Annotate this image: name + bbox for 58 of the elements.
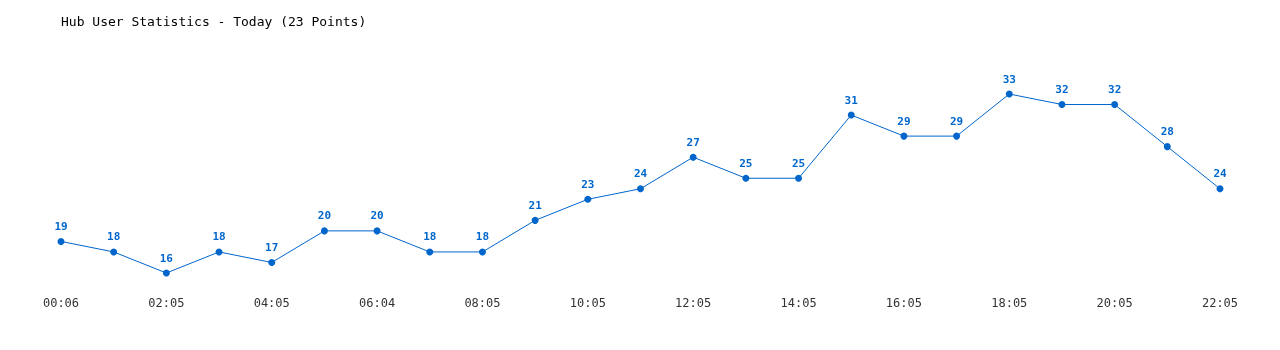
x-tick-label: 12:05 <box>675 296 712 310</box>
data-label: 18 <box>212 230 226 244</box>
x-tick-label: 08:05 <box>464 296 501 310</box>
point <box>1216 185 1224 193</box>
x-tick-label: 02:05 <box>148 296 185 310</box>
x-tick-label: 16:05 <box>885 296 922 310</box>
x-tick-label: 18:05 <box>991 296 1028 310</box>
data-label: 17 <box>265 240 279 254</box>
data-label: 16 <box>159 251 174 265</box>
point <box>1005 90 1013 98</box>
point <box>320 227 328 235</box>
data-label: 31 <box>844 93 859 107</box>
point <box>373 227 381 235</box>
point <box>531 216 539 224</box>
x-tick-label: 14:05 <box>780 296 817 310</box>
data-label: 29 <box>949 114 964 128</box>
point <box>426 248 434 256</box>
data-label: 24 <box>1213 167 1227 181</box>
point <box>847 111 855 119</box>
data-label: 32 <box>1055 83 1069 97</box>
x-tick-label: 22:05 <box>1201 296 1239 310</box>
data-label: 18 <box>475 230 490 244</box>
data-label: 27 <box>686 135 700 149</box>
point <box>637 185 644 193</box>
point <box>742 174 750 182</box>
data-label: 29 <box>897 114 911 128</box>
point <box>268 258 276 266</box>
point <box>1163 143 1171 151</box>
point <box>1111 101 1119 109</box>
point <box>478 248 486 256</box>
x-tick-label: 06:04 <box>359 296 396 310</box>
point <box>795 174 803 182</box>
data-label: 23 <box>581 177 595 191</box>
data-label: 32 <box>1108 83 1122 97</box>
point <box>110 248 118 256</box>
x-tick-label: 10:05 <box>569 296 606 310</box>
point <box>689 153 697 161</box>
data-label: 25 <box>791 156 806 170</box>
data-label: 18 <box>107 230 121 244</box>
chart-title: Hub User Statistics - Today (23 Points) <box>61 14 367 29</box>
point <box>57 237 65 245</box>
data-label: 21 <box>528 198 543 212</box>
point <box>162 269 170 277</box>
data-label: 25 <box>739 156 753 170</box>
x-tick-label: 04:05 <box>253 296 290 310</box>
point <box>584 195 592 203</box>
data-label: 24 <box>633 167 648 181</box>
point <box>900 132 908 140</box>
data-label: 18 <box>423 230 437 244</box>
data-label: 28 <box>1160 125 1174 139</box>
point <box>1058 101 1066 109</box>
x-tick-label: 00:06 <box>42 296 80 310</box>
data-label: 33 <box>1002 72 1016 86</box>
x-tick-label: 20:05 <box>1096 296 1133 310</box>
data-label: 19 <box>54 219 68 233</box>
data-label: 20 <box>317 209 332 223</box>
data-label: 20 <box>370 209 384 223</box>
point <box>953 132 961 140</box>
